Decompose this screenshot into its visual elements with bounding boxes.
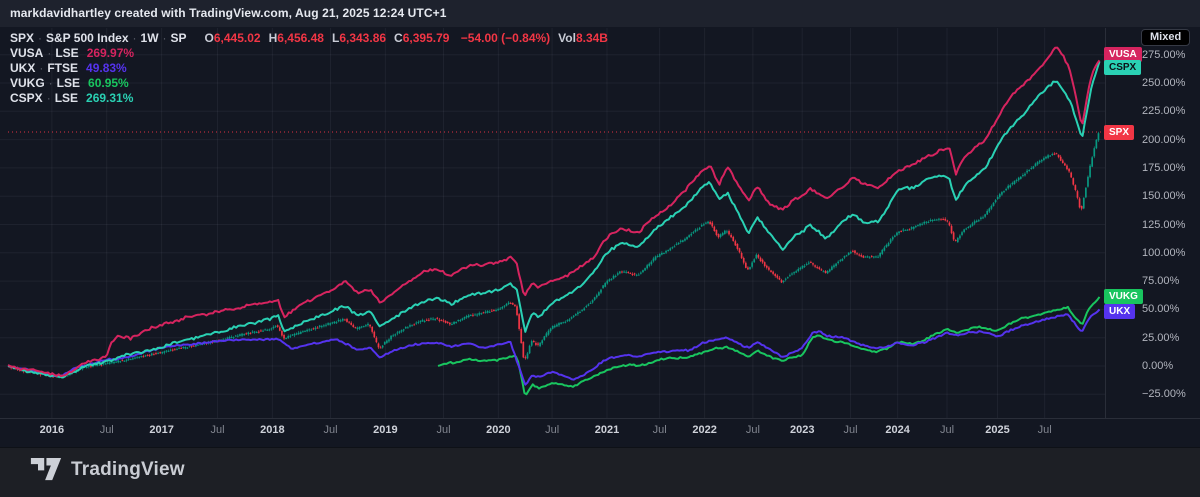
y-axis-label: 100.00% xyxy=(1142,246,1186,259)
y-axis-label: −25.00% xyxy=(1142,388,1186,401)
cspx-line-series xyxy=(7,61,1101,379)
price-badge-vukg: VUKG xyxy=(1104,289,1143,305)
x-axis-label: 2019 xyxy=(373,424,398,436)
y-axis-label: 150.00% xyxy=(1142,190,1186,203)
scale-mode-button[interactable]: Mixed xyxy=(1141,29,1191,46)
x-axis-label: 2024 xyxy=(885,424,910,436)
y-axis-label: 125.00% xyxy=(1142,218,1186,231)
y-axis-label: 175.00% xyxy=(1142,161,1186,174)
x-axis-label: Jul xyxy=(545,424,560,436)
legend-ohlc-value: 6,395.79 xyxy=(402,31,450,45)
footer-bar: TradingView xyxy=(0,447,1200,497)
legend-ohlc-label: C xyxy=(394,31,403,45)
legend-main-interval: 1W xyxy=(140,31,159,45)
legend-overlay-exchange: LSE xyxy=(55,46,79,60)
price-badge-cspx: CSPX xyxy=(1104,60,1142,76)
legend-overlay-symbol: CSPX xyxy=(10,91,43,105)
legend-overlay-symbol: VUSA xyxy=(10,46,44,60)
x-axis-label: Jul xyxy=(745,424,760,436)
price-badge-vusa: VUSA xyxy=(1104,46,1142,62)
legend-ohlc-label: H xyxy=(268,31,278,45)
tradingview-brand-link[interactable]: TradingView xyxy=(30,457,185,482)
time-axis-divider xyxy=(0,418,1200,419)
x-axis-label: 2016 xyxy=(39,424,65,436)
legend-overlay-exchange: FTSE xyxy=(47,61,79,75)
legend-overlay-symbol: VUKG xyxy=(10,76,45,90)
legend-volume-value: 8.34B xyxy=(575,31,608,45)
legend-ohlc-value: 6,456.48 xyxy=(277,31,324,45)
x-axis-label: 2022 xyxy=(692,424,717,436)
y-axis-label: 275.00% xyxy=(1142,48,1186,61)
chart-plot-area[interactable] xyxy=(0,0,1105,446)
x-axis-label: Jul xyxy=(323,424,338,436)
attribution-text: markdavidhartley created with TradingVie… xyxy=(10,6,447,20)
legend-overlay-value: 60.95% xyxy=(88,76,129,90)
price-badge-spx: SPX xyxy=(1104,124,1135,140)
legend-separator: · xyxy=(38,31,43,45)
legend-row-spx: SPX · S&P 500 Index · 1W · SP O6,445.02 H6,456.4… xyxy=(10,31,608,46)
legend-separator: · xyxy=(47,46,52,60)
price-axis-divider xyxy=(1105,28,1106,418)
x-axis-label: Jul xyxy=(843,424,858,436)
price-badge-ukx: UKX xyxy=(1104,303,1136,319)
y-axis-label: 225.00% xyxy=(1142,105,1186,118)
legend-main-description: S&P 500 Index xyxy=(46,31,129,45)
legend-separator: · xyxy=(48,76,53,90)
y-axis-label: 75.00% xyxy=(1142,275,1180,288)
x-axis-label: Jul xyxy=(99,424,114,436)
legend-ohlc-label: O xyxy=(204,31,214,45)
spx-candles-series xyxy=(8,131,1100,379)
x-axis-label: Jul xyxy=(940,424,955,436)
time-axis[interactable]: 2016 Jul 2017 Jul 2018 Jul 2019 Jul 2020 Jul 2021 J… xyxy=(0,419,1200,447)
ukx-line-series xyxy=(7,308,1101,386)
x-axis-label: 2023 xyxy=(789,424,815,436)
legend-overlay-exchange: LSE xyxy=(56,76,81,90)
legend-separator: · xyxy=(132,31,137,45)
x-axis-label: 2021 xyxy=(594,424,620,436)
legend-row-vukg: VUKG · LSE 60.95% xyxy=(10,76,608,91)
legend-separator: · xyxy=(46,91,51,105)
tradingview-logo-icon xyxy=(30,457,62,481)
attribution-bar: markdavidhartley created with TradingVie… xyxy=(0,0,1200,27)
x-axis-label: Jul xyxy=(652,424,667,436)
legend-ohlc-values: O6,445.02 H6,456.48 L6,343.86 C6,395.79 −54… xyxy=(197,31,608,45)
y-axis-label: 200.00% xyxy=(1142,133,1186,146)
y-axis-label: 250.00% xyxy=(1142,77,1186,89)
x-axis-label: Jul xyxy=(210,424,225,436)
legend-row-vusa: VUSA · LSE 269.97% xyxy=(10,46,608,61)
x-axis-label: 2020 xyxy=(486,424,511,436)
legend-main-symbol: SPX xyxy=(10,31,35,45)
x-axis-label: 2018 xyxy=(260,424,285,436)
x-axis-label: 2025 xyxy=(985,424,1010,436)
vusa-line-series xyxy=(7,46,1101,378)
x-axis-label: Jul xyxy=(1037,424,1052,436)
legend-row-cspx: CSPX · LSE 269.31% xyxy=(10,91,608,106)
legend-overlay-value: 269.31% xyxy=(86,91,134,105)
x-axis-label: 2017 xyxy=(149,424,174,436)
legend-overlay-value: 269.97% xyxy=(86,46,135,60)
legend-ohlc-value: 6,445.02 xyxy=(213,31,261,45)
legend-ohlc-label: L xyxy=(331,31,340,45)
legend-overlay-symbol: UKX xyxy=(10,61,36,75)
vukg-line-series xyxy=(437,296,1101,396)
chart-legend: SPX · S&P 500 Index · 1W · SP O6,445.02 H6,456.4… xyxy=(10,31,608,106)
y-axis-label: 50.00% xyxy=(1142,303,1180,316)
legend-separator: · xyxy=(162,31,167,45)
legend-overlay-value: 49.83% xyxy=(86,61,127,75)
legend-volume-label: Vol xyxy=(558,31,576,45)
legend-row-ukx: UKX · FTSE 49.83% xyxy=(10,61,608,76)
x-axis-label: Jul xyxy=(436,424,451,436)
tradingview-brand-text: TradingView xyxy=(71,458,185,480)
y-axis-label: 0.00% xyxy=(1142,360,1174,372)
legend-change-value: −54.00 (−0.84%) xyxy=(457,31,551,45)
legend-ohlc-value: 6,343.86 xyxy=(339,31,387,45)
y-axis-label: 25.00% xyxy=(1142,331,1180,344)
legend-separator: · xyxy=(39,61,44,75)
legend-main-exchange: SP xyxy=(170,31,187,45)
legend-overlay-exchange: LSE xyxy=(54,91,79,105)
